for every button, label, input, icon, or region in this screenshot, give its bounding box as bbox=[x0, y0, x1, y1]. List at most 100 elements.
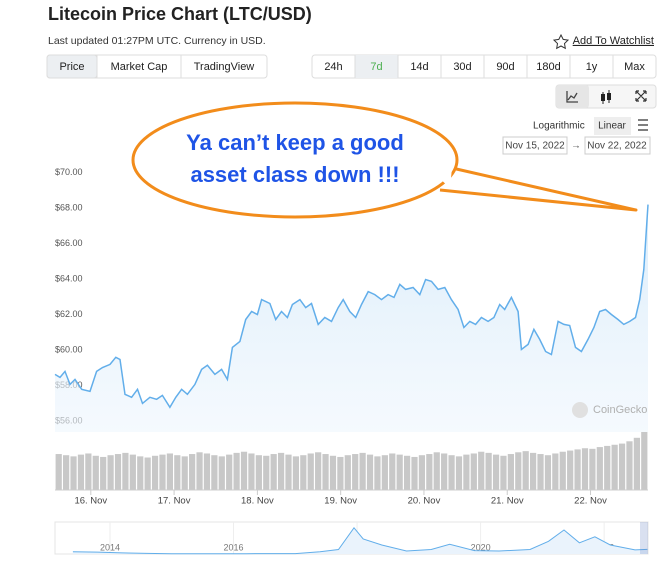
date-to-box[interactable] bbox=[584, 136, 651, 155]
volume-bar bbox=[166, 453, 173, 490]
volume-bar bbox=[604, 445, 611, 490]
range-button[interactable]: 180d bbox=[536, 61, 560, 73]
volume-bar bbox=[70, 456, 77, 490]
navigator-label: 2016 bbox=[224, 542, 244, 552]
volume-bar bbox=[544, 455, 552, 490]
volume-bar bbox=[441, 453, 448, 490]
volume-bar bbox=[530, 452, 537, 490]
x-tick-label: 17. Nov bbox=[158, 496, 191, 507]
y-tick-label: $66.00 bbox=[55, 238, 83, 248]
volume-bar bbox=[159, 454, 166, 490]
volume-bar bbox=[218, 456, 225, 490]
volume-bar bbox=[344, 455, 351, 490]
volume-bar bbox=[203, 453, 211, 490]
volume-bar bbox=[567, 450, 574, 490]
watermark-logo bbox=[572, 402, 588, 418]
price-area bbox=[55, 204, 648, 432]
volume-bar bbox=[85, 453, 92, 490]
volume-bar bbox=[92, 455, 99, 490]
menu-icon[interactable] bbox=[638, 119, 648, 131]
x-tick-label: 22. Nov bbox=[574, 496, 607, 507]
y-tick-label: $60.00 bbox=[55, 345, 83, 355]
volume-bar bbox=[418, 455, 426, 490]
volume-bar bbox=[470, 453, 477, 490]
volume-bar bbox=[277, 452, 285, 490]
callout-line: asset class down !!! bbox=[190, 162, 399, 187]
volume-bar bbox=[559, 451, 566, 490]
volume-bar bbox=[374, 456, 381, 490]
scale-active-bg bbox=[594, 117, 631, 135]
volume-bar bbox=[626, 441, 633, 490]
volume-bar bbox=[137, 456, 144, 490]
subtitle: Last updated 01:27PM UTC. Currency in US… bbox=[48, 35, 266, 47]
volume-bar bbox=[322, 454, 329, 490]
volume-bar bbox=[596, 447, 603, 490]
volume-bar bbox=[329, 455, 337, 490]
volume-bar bbox=[233, 452, 240, 490]
navigator-label: 2020 bbox=[471, 542, 491, 552]
x-tick-label: 19. Nov bbox=[324, 496, 357, 507]
volume-bar bbox=[248, 453, 255, 490]
volume-bar bbox=[433, 452, 440, 490]
volume-bar bbox=[196, 452, 203, 490]
range-button[interactable]: 30d bbox=[453, 61, 471, 73]
volume-bar bbox=[100, 456, 107, 490]
volume-bar bbox=[151, 455, 159, 490]
volume-bar bbox=[478, 451, 485, 490]
callout-bubble bbox=[131, 101, 459, 219]
volume-bar bbox=[292, 456, 300, 490]
x-tick-label: 16. Nov bbox=[74, 496, 107, 507]
volume-bar bbox=[55, 454, 62, 490]
navigator-selection[interactable] bbox=[640, 522, 648, 554]
y-tick-label: $68.00 bbox=[55, 202, 83, 212]
volume-bar bbox=[522, 451, 529, 490]
volume-bar bbox=[389, 453, 396, 490]
x-tick-label: 18. Nov bbox=[241, 496, 274, 507]
range-button[interactable]: 1y bbox=[586, 61, 598, 73]
callout-join bbox=[437, 168, 452, 188]
volume-bar bbox=[114, 454, 122, 490]
range-button[interactable]: Max bbox=[624, 61, 645, 73]
range-active-bg bbox=[355, 55, 398, 78]
volume-bar bbox=[144, 457, 151, 490]
watermark: CoinGecko bbox=[572, 402, 647, 418]
scale-log[interactable]: Logarithmic bbox=[533, 121, 585, 132]
volume-bar bbox=[381, 455, 388, 490]
range-button[interactable]: 7d bbox=[370, 61, 382, 73]
title: Litecoin Price Chart (LTC/USD) bbox=[48, 4, 312, 24]
volume-bar bbox=[507, 454, 514, 490]
volume-bar bbox=[226, 454, 233, 490]
date-from-box[interactable] bbox=[502, 136, 568, 155]
scale-linear[interactable]: Linear bbox=[598, 121, 626, 132]
callout-tail bbox=[439, 166, 638, 212]
volume-bar bbox=[129, 454, 136, 490]
volume-bar bbox=[174, 455, 181, 490]
range-button[interactable]: 24h bbox=[324, 61, 342, 73]
range-button[interactable]: 90d bbox=[496, 61, 514, 73]
volume-bar bbox=[107, 455, 114, 490]
x-tick-label: 20. Nov bbox=[408, 496, 441, 507]
volume-bar bbox=[285, 454, 292, 490]
date-separator: → bbox=[571, 141, 581, 152]
volume-bar bbox=[537, 454, 544, 490]
y-tick-label: $70.00 bbox=[55, 167, 83, 177]
tab[interactable]: Price bbox=[59, 61, 84, 73]
candle-button[interactable] bbox=[601, 94, 605, 101]
volume-bar bbox=[411, 456, 418, 490]
volume-bar bbox=[618, 443, 626, 490]
fullscreen-button[interactable] bbox=[635, 90, 647, 102]
navigator-area bbox=[72, 527, 648, 554]
volume-bar bbox=[211, 455, 218, 490]
volume-bar bbox=[552, 453, 559, 490]
range-button[interactable]: 14d bbox=[410, 61, 428, 73]
volume-bar bbox=[581, 448, 589, 490]
tab[interactable]: Market Cap bbox=[111, 61, 168, 73]
volume-bar bbox=[611, 444, 618, 490]
tab[interactable]: TradingView bbox=[194, 61, 255, 73]
callout-line: Ya can’t keep a good bbox=[186, 130, 404, 155]
date-from: Nov 15, 2022 bbox=[505, 141, 565, 152]
volume-bar bbox=[359, 452, 366, 490]
star-icon bbox=[552, 33, 570, 50]
watchlist-button[interactable]: Add To Watchlist bbox=[552, 33, 654, 50]
